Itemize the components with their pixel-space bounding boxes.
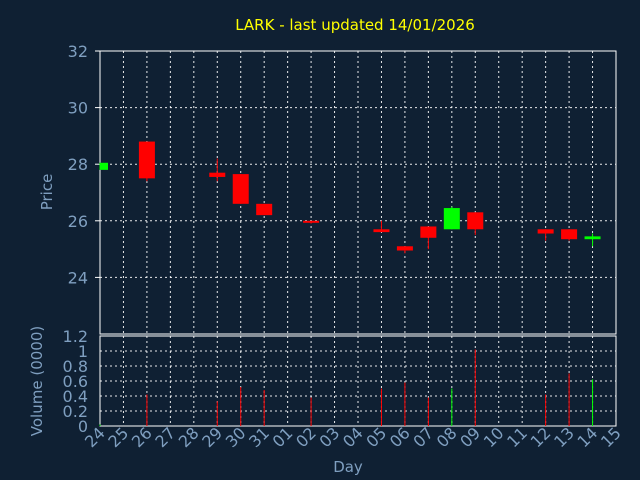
candle-body	[537, 229, 554, 234]
price-tick-label: 30	[68, 99, 88, 118]
price-tick-label: 26	[68, 212, 88, 231]
candle-body	[561, 229, 578, 240]
price-frame	[99, 50, 617, 335]
candle-body	[443, 208, 460, 230]
price-tick-label: 32	[68, 42, 88, 61]
candle-body	[396, 246, 413, 251]
candle-body	[232, 174, 249, 204]
x-tick-label: 15	[597, 423, 625, 451]
volume-axis-label: Volume (0000)	[28, 326, 46, 436]
chart-title: LARK - last updated 14/01/2026	[235, 16, 475, 34]
candle-body	[100, 162, 108, 170]
volume-panel: 00.20.40.60.811.2	[63, 327, 617, 436]
candle-body	[138, 141, 155, 179]
price-tick-label: 24	[68, 268, 88, 287]
price-axis-label: Price	[38, 174, 56, 211]
price-tick-label: 28	[68, 155, 88, 174]
volume-tick-label: 0.2	[63, 402, 88, 421]
volume-tick-label: 1	[78, 342, 88, 361]
volume-frame	[99, 335, 617, 427]
volume-tick-label: 0.4	[63, 387, 88, 406]
candle-body	[256, 203, 273, 216]
candle-body	[303, 220, 320, 223]
candle-body	[584, 236, 601, 240]
x-tick-labels: 2425262728293031010203040506070809101112…	[81, 423, 625, 451]
volume-tick-label: 0	[78, 417, 88, 436]
volume-tick-label: 1.2	[63, 327, 88, 346]
candle-body	[420, 226, 437, 238]
x-axis-label: Day	[333, 458, 363, 476]
candle-body	[467, 212, 484, 230]
candle-body	[209, 172, 226, 177]
volume-tick-label: 0.6	[63, 372, 88, 391]
volume-tick-label: 0.8	[63, 357, 88, 376]
candle-body	[373, 229, 390, 233]
price-panel: 24 26 28 30 32	[68, 42, 617, 335]
